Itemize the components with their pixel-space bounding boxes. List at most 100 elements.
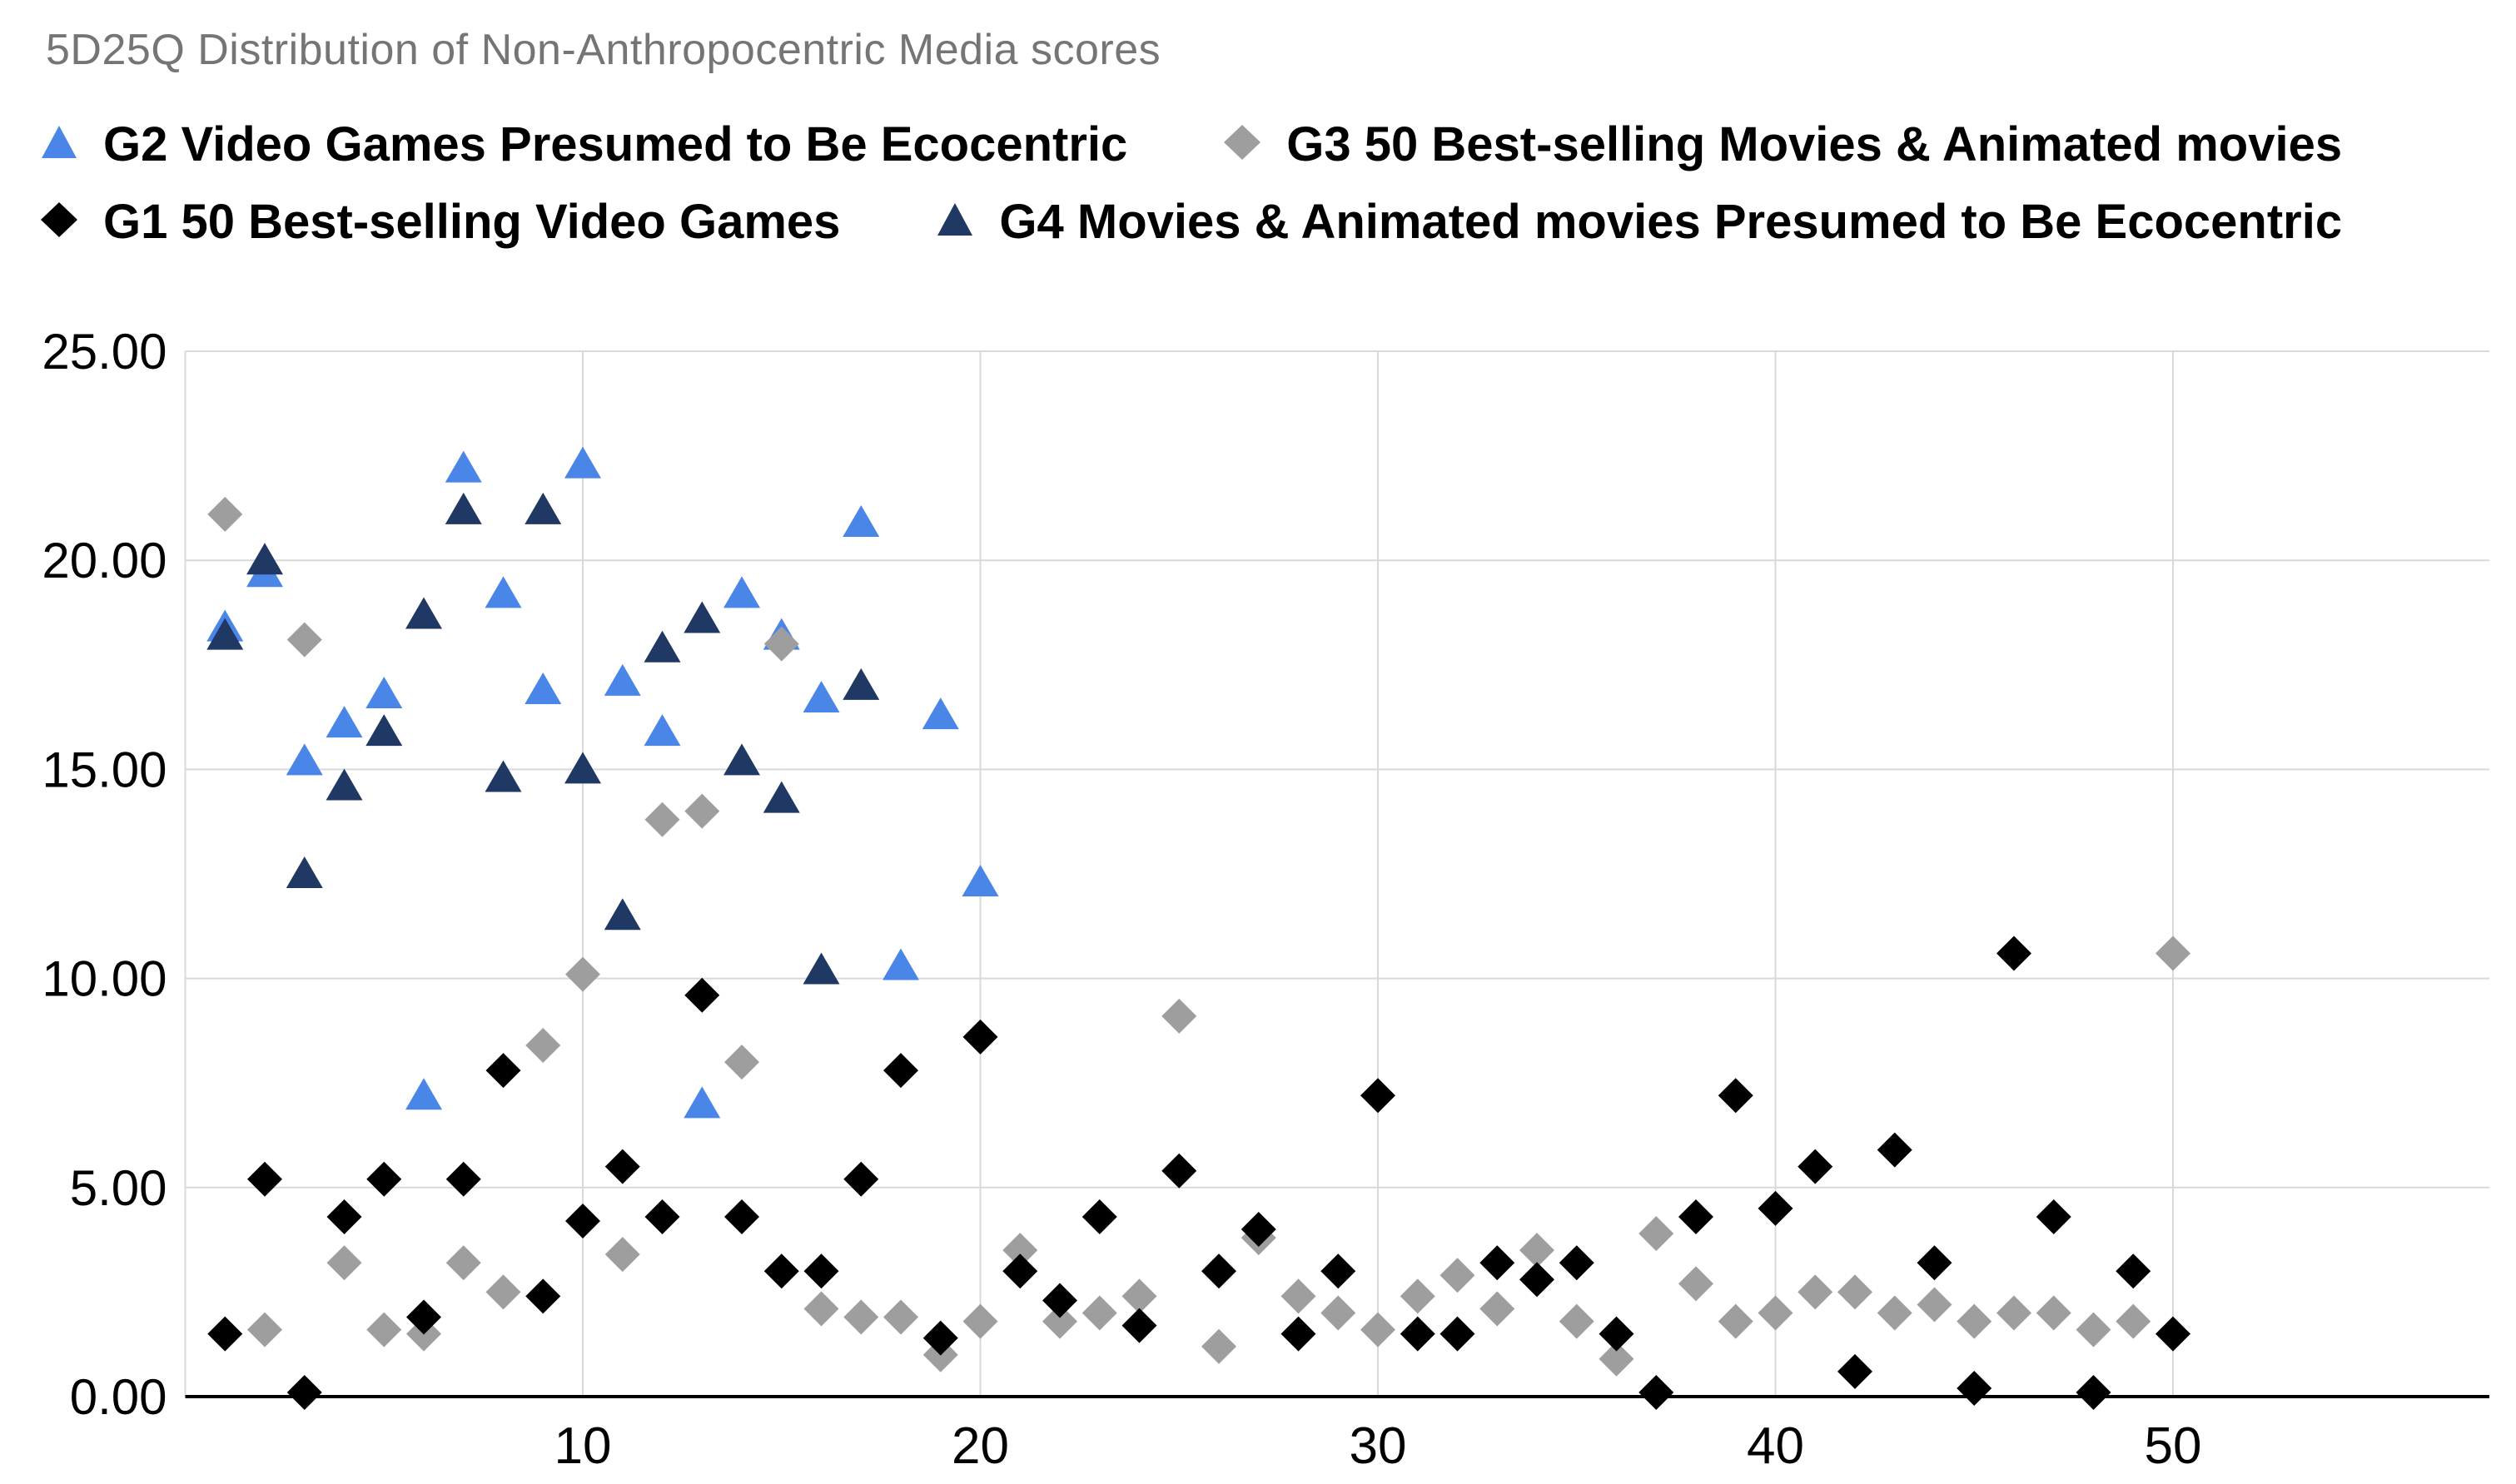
- data-point-g1: [1320, 1253, 1356, 1289]
- data-point-g1: [1280, 1316, 1316, 1352]
- legend-item-g4: G4 Movies & Animated movies Presumed to …: [936, 194, 2342, 250]
- data-point-g1: [1758, 1190, 1793, 1226]
- data-point-g3: [565, 956, 600, 992]
- triangle-marker-icon: [42, 126, 77, 158]
- data-point-g3: [1559, 1303, 1594, 1339]
- data-point-g3: [1280, 1278, 1316, 1314]
- data-point-g1: [843, 1161, 879, 1197]
- legend: G2 Video Games Presumed to Be Ecocentric…: [40, 117, 2516, 250]
- data-point-g4: [604, 898, 641, 931]
- data-point-g4: [684, 601, 721, 633]
- data-point-g2: [564, 446, 601, 479]
- data-point-g3: [1479, 1291, 1515, 1327]
- data-point-g3: [1042, 1303, 1077, 1339]
- data-point-g3: [1957, 1303, 1992, 1339]
- data-point-g2: [485, 576, 522, 608]
- y-tick-label: 25.00: [42, 324, 167, 380]
- data-point-g3: [2116, 1303, 2151, 1339]
- data-point-g3: [883, 1299, 918, 1335]
- data-point-g3: [724, 1045, 759, 1080]
- data-point-g3: [2156, 936, 2190, 971]
- data-point-g3: [684, 793, 720, 829]
- data-point-g1: [485, 1053, 521, 1089]
- data-point-g4: [723, 743, 760, 776]
- data-point-g3: [366, 1312, 402, 1348]
- data-point-g1: [1081, 1199, 1117, 1234]
- data-point-g1: [922, 1320, 958, 1356]
- x-tick-label: 30: [1350, 1417, 1407, 1475]
- data-point-g1: [1479, 1245, 1515, 1281]
- data-point-g4: [843, 668, 880, 700]
- data-point-g3: [803, 1291, 839, 1327]
- data-point-g2: [962, 865, 999, 897]
- data-point-g3: [1917, 1287, 1952, 1323]
- data-point-g2: [922, 697, 959, 730]
- data-point-g3: [604, 1237, 640, 1273]
- data-point-g1: [247, 1161, 282, 1197]
- data-point-g1: [2036, 1199, 2071, 1234]
- x-tick-label: 40: [1747, 1417, 1804, 1475]
- data-point-g1: [2076, 1374, 2111, 1410]
- data-point-g2: [286, 743, 323, 776]
- triangle-icon: [936, 201, 974, 242]
- data-point-g1: [1599, 1316, 1634, 1352]
- data-point-g3: [1996, 1295, 2031, 1331]
- data-point-g3: [1877, 1295, 1912, 1331]
- data-point-g4: [246, 543, 283, 575]
- data-point-g1: [644, 1199, 680, 1234]
- data-point-g3: [1638, 1216, 1674, 1252]
- scatter-chart: 0.00 5.00 10.00 15.00 20.00 25.00 10 20 30 40 50: [42, 324, 2489, 1475]
- data-point-g1: [1559, 1245, 1594, 1281]
- data-point-g2: [883, 948, 919, 980]
- data-point-g3: [644, 802, 680, 837]
- data-point-g4: [445, 492, 482, 524]
- data-point-g3: [1081, 1295, 1117, 1331]
- data-point-g1: [1201, 1253, 1236, 1289]
- data-point-g4: [405, 597, 442, 629]
- data-point-g3: [1161, 998, 1197, 1034]
- data-point-g4: [803, 952, 840, 985]
- data-point-g1: [1837, 1353, 1872, 1389]
- data-point-g3: [1002, 1233, 1038, 1268]
- y-tick-label: 5.00: [70, 1160, 167, 1216]
- y-tick-label: 20.00: [42, 533, 167, 588]
- data-point-g3: [962, 1303, 998, 1339]
- data-point-g1: [207, 1316, 243, 1352]
- data-point-g3: [1201, 1328, 1236, 1364]
- legend-label-g2: G2 Video Games Presumed to Be Ecocentric: [103, 117, 1128, 171]
- data-point-g3: [1758, 1295, 1793, 1331]
- x-tick-label: 10: [554, 1417, 612, 1475]
- data-point-g3: [1797, 1274, 1833, 1310]
- data-point-g3: [485, 1274, 521, 1310]
- diamond-marker-icon: [41, 202, 77, 237]
- data-point-g3: [1718, 1303, 1753, 1339]
- data-point-g1: [1638, 1374, 1674, 1410]
- diamond-icon: [1223, 124, 1261, 165]
- data-point-g2: [723, 576, 760, 608]
- data-point-g3: [843, 1299, 879, 1335]
- data-point-g1: [366, 1161, 402, 1197]
- data-point-g1: [2116, 1253, 2151, 1289]
- data-point-g4: [326, 768, 363, 801]
- y-tick-label: 0.00: [70, 1369, 167, 1425]
- data-point-g4: [644, 630, 681, 663]
- data-point-g2: [803, 680, 840, 712]
- data-point-g1: [1996, 936, 2031, 971]
- data-point-g1: [1360, 1078, 1395, 1114]
- plot-area: 0.00 5.00 10.00 15.00 20.00 25.00 10 20 30 40 50: [0, 275, 2516, 1484]
- data-point-g1: [962, 1019, 998, 1055]
- data-point-g1: [1241, 1212, 1276, 1248]
- data-point-g2: [445, 450, 482, 483]
- data-point-g4: [365, 714, 403, 747]
- data-point-g3: [1678, 1266, 1713, 1302]
- data-point-g3: [1439, 1258, 1475, 1293]
- data-point-g1: [1678, 1199, 1713, 1234]
- data-point-g1: [326, 1199, 362, 1234]
- data-point-g1: [406, 1299, 441, 1335]
- data-point-g1: [604, 1149, 640, 1184]
- triangle-icon: [40, 124, 78, 165]
- data-point-g3: [2036, 1295, 2071, 1331]
- data-point-g3: [1360, 1312, 1395, 1348]
- x-tick-label: 20: [952, 1417, 1009, 1475]
- legend-item-g1: G1 50 Best-selling Video Games: [40, 194, 840, 250]
